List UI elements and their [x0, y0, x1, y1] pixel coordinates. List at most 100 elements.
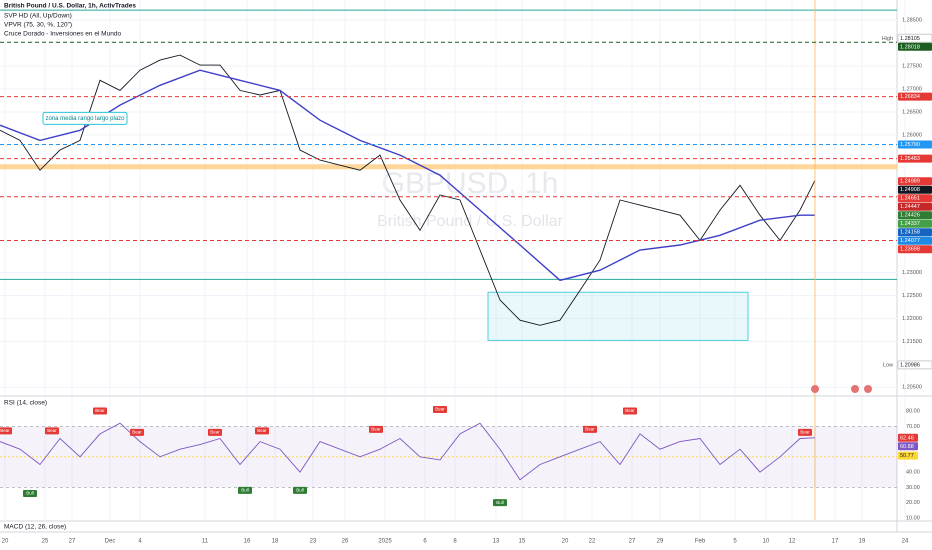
- signal-marker: [255, 427, 269, 435]
- price-tag-label: 1.28105: [900, 36, 920, 42]
- extreme-label: Low: [883, 362, 893, 368]
- macd-title: MACD (12, 26, close): [4, 524, 66, 531]
- price-tag-label: 1.24158: [900, 230, 920, 236]
- x-tick-label: 6: [423, 539, 427, 545]
- price-tag-label: 1.24337: [900, 221, 920, 227]
- symbol-title: British Pound / U.S. Dollar, 1h, ActivTr…: [4, 3, 136, 10]
- signal-marker: [369, 425, 383, 433]
- x-tick-label: 12: [789, 539, 796, 545]
- y-tick-label: 1.21500: [902, 339, 922, 345]
- indicator-label: Cruce Dorado - Inversiones en el Mundo: [4, 31, 121, 38]
- signal-marker: [293, 486, 307, 494]
- signal-label: Bear: [585, 427, 595, 432]
- signal-marker: [433, 406, 447, 414]
- price-tag: [898, 194, 932, 203]
- x-tick-label: 8: [453, 539, 457, 545]
- x-tick-label: 20: [562, 539, 569, 545]
- rsi-tag: [898, 433, 918, 442]
- y-tick-label: 1.22500: [902, 293, 922, 299]
- signal-marker: [45, 427, 59, 435]
- main-pane: zona media rango largo plazo: [0, 0, 906, 520]
- rsi-tag-label: 60.88: [900, 444, 914, 450]
- rsi-tag-label: 62.46: [900, 435, 914, 441]
- price-tag: [898, 42, 932, 51]
- rsi-tag-label: 50.77: [900, 453, 914, 459]
- signal-label: Bull: [26, 491, 34, 496]
- price-tag-label: 1.28018: [900, 44, 920, 50]
- y-tick-label: 80.00: [906, 408, 920, 414]
- x-tick-label: 19: [859, 539, 866, 545]
- watermark-name: British Pound / U.S. Dollar: [377, 213, 564, 230]
- signal-marker: [583, 425, 597, 433]
- price-tag: [898, 219, 932, 228]
- signal-marker: [208, 428, 222, 436]
- price-tag-label: 1.25483: [900, 156, 920, 162]
- price-tag: [898, 228, 932, 237]
- price-tag-label: 1.24077: [900, 238, 920, 244]
- rsi-tag: [898, 442, 918, 451]
- price-tag: [898, 185, 932, 194]
- annotation-text: zona media rango largo plazo: [45, 116, 125, 122]
- signal-label: Bear: [95, 408, 105, 413]
- y-tick-label: 1.27500: [902, 64, 922, 70]
- price-tag-label: 1.23698: [900, 247, 920, 253]
- extreme-label: High: [882, 36, 893, 42]
- x-tick-label: 26: [342, 539, 349, 545]
- y-tick-label: 40.00: [906, 470, 920, 476]
- signal-label: Bear: [435, 407, 445, 412]
- price-tag: [898, 154, 932, 163]
- event-flag: [851, 385, 859, 393]
- x-tick-label: 25: [42, 539, 49, 545]
- annotation-box: [42, 111, 128, 125]
- y-tick-label: 1.23000: [902, 270, 922, 276]
- price-tag-label: 1.24908: [900, 187, 920, 193]
- price-tag: [897, 360, 932, 370]
- signal-marker: [623, 407, 637, 415]
- signal-label: Bear: [800, 430, 810, 435]
- watermark-symbol: GBPUSD, 1h: [382, 167, 559, 200]
- x-tick-label: 20: [2, 539, 9, 545]
- y-tick-label: 1.26500: [902, 109, 922, 115]
- price-tag: [898, 211, 932, 220]
- y-tick-label: 1.26000: [902, 132, 922, 138]
- price-tag: [897, 33, 932, 43]
- signal-label: Bear: [371, 427, 381, 432]
- signal-marker: [130, 428, 144, 436]
- x-tick-label: 11: [202, 539, 209, 545]
- price-tag-label: 1.20986: [900, 362, 920, 368]
- price-tag-label: 1.24447: [900, 204, 920, 210]
- price-tag-label: 1.24651: [900, 196, 920, 202]
- signal-marker: [23, 489, 37, 497]
- signal-marker: [798, 428, 812, 436]
- indicator-label: VPVR (75, 30, %, 120"): [4, 22, 72, 29]
- x-tick-label: 27: [69, 539, 76, 545]
- watermark: GBPUSD, 1h British Pound / U.S. Dollar: [377, 167, 564, 230]
- signal-label: Bull: [241, 488, 249, 493]
- signal-marker: [0, 427, 12, 435]
- signal-label: Bear: [0, 428, 10, 433]
- x-tick-label: Dec: [105, 539, 116, 545]
- x-tick-label: 22: [589, 539, 596, 545]
- price-tag-label: 1.24989: [900, 179, 920, 185]
- price-tag-label: 1.24426: [900, 213, 920, 219]
- price-tag: [898, 140, 932, 149]
- x-tick-label: 17: [832, 539, 839, 545]
- y-tick-label: 30.00: [906, 485, 920, 491]
- price-tag: [898, 245, 932, 254]
- series-line: [0, 54, 816, 326]
- x-tick-label: 2025: [378, 539, 392, 545]
- price-tag-label: 1.25790: [900, 142, 920, 148]
- y-tick-label: 1.20500: [902, 385, 922, 391]
- signal-label: Bear: [257, 428, 267, 433]
- signal-label: Bull: [296, 488, 304, 493]
- price-tag: [898, 177, 932, 186]
- x-tick-label: 15: [519, 539, 526, 545]
- signal-marker: [238, 486, 252, 494]
- x-tick-label: 5: [733, 539, 737, 545]
- x-tick-label: 24: [902, 539, 909, 545]
- indicator-label: SVP HD (All, Up/Down): [4, 13, 72, 20]
- price-tag: [898, 92, 932, 101]
- y-tick-label: 10.00: [906, 515, 920, 521]
- x-tick-label: 27: [629, 539, 636, 545]
- signal-label: Bull: [496, 500, 504, 505]
